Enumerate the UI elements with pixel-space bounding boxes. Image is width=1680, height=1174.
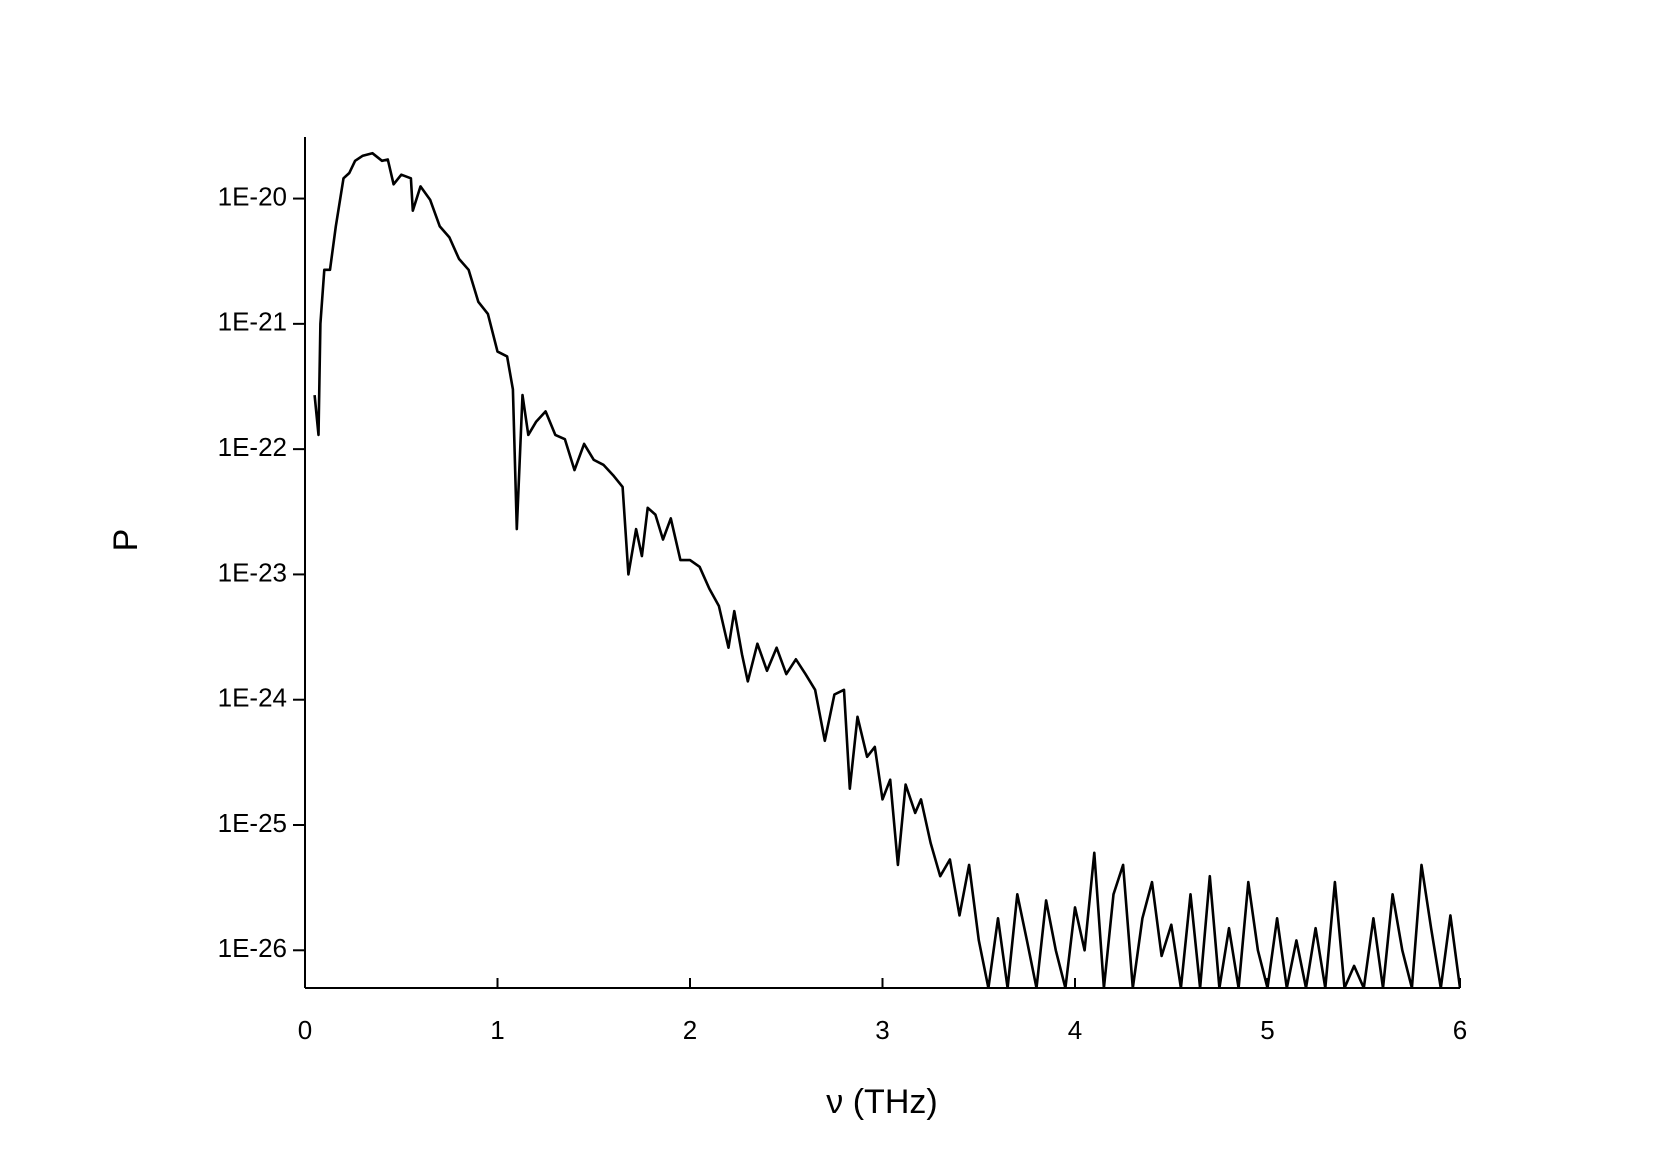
y-tick-label: 1E-21: [218, 307, 287, 337]
y-tick-label: 1E-23: [218, 557, 287, 587]
y-tick-label: 1E-22: [218, 432, 287, 462]
x-tick-label: 6: [1453, 1015, 1467, 1045]
x-tick-label: 5: [1260, 1015, 1274, 1045]
data-line: [313, 151, 1460, 988]
x-axis-title: ν (THz): [826, 1083, 937, 1121]
x-tick-label: 2: [683, 1015, 697, 1045]
y-axis-title: P: [107, 529, 145, 552]
y-tick-label: 1E-26: [218, 933, 287, 963]
x-tick-label: 0: [298, 1015, 312, 1045]
y-tick-label: 1E-24: [218, 683, 287, 713]
x-tick-label: 3: [875, 1015, 889, 1045]
y-tick-label: 1E-25: [218, 808, 287, 838]
y-tick-label: 1E-20: [218, 181, 287, 211]
x-tick-label: 4: [1068, 1015, 1082, 1045]
x-tick-label: 1: [490, 1015, 504, 1045]
